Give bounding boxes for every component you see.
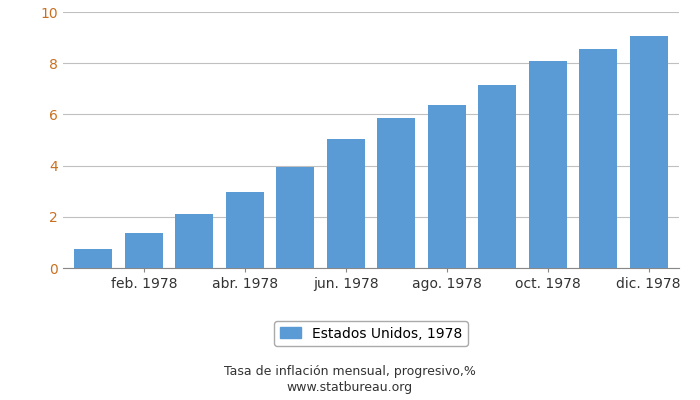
Bar [580,49,617,268]
Bar [528,61,567,268]
Bar [630,36,668,268]
Text: Tasa de inflación mensual, progresivo,%: Tasa de inflación mensual, progresivo,% [224,366,476,378]
Legend: Estados Unidos, 1978: Estados Unidos, 1978 [274,321,468,346]
Bar [327,139,365,268]
Bar [276,167,314,268]
Text: www.statbureau.org: www.statbureau.org [287,382,413,394]
Bar [125,234,162,268]
Bar [428,106,466,268]
Bar [74,249,112,268]
Bar [478,85,516,268]
Bar [226,192,264,268]
Bar [377,118,415,268]
Bar [175,214,214,268]
